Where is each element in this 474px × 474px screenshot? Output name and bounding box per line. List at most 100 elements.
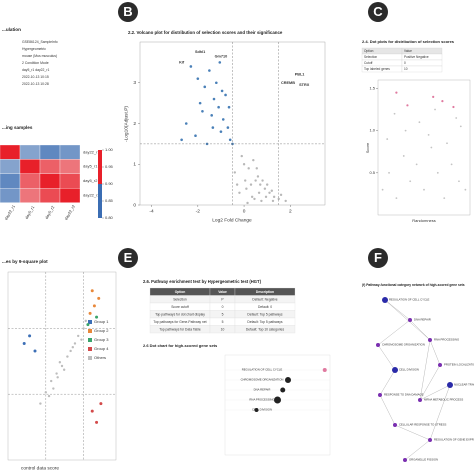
heatmap-cell (59, 173, 81, 189)
control-text: Positive Negative (404, 55, 429, 59)
legend-swatch (88, 347, 92, 351)
dot (280, 387, 286, 393)
point (22, 341, 26, 345)
gene-label: Kif (179, 60, 185, 64)
panel-letter-badge (118, 2, 138, 22)
point (432, 95, 435, 98)
point (198, 101, 202, 105)
heatmap-cell (19, 188, 41, 203)
point (194, 134, 197, 138)
plot-frame (224, 354, 331, 456)
col-label: day22_r1 (3, 203, 16, 221)
point (69, 349, 72, 353)
point (82, 327, 85, 330)
point (90, 289, 94, 293)
point (62, 368, 66, 371)
node-label: RESPONSE TO DNA DAMAGE (384, 393, 424, 397)
term-label: DNA REPAIR (254, 388, 271, 392)
heatmap-cell (19, 159, 41, 174)
term-label: CELL DIVISION (252, 408, 272, 412)
panel-letter: B (123, 4, 132, 19)
edge (379, 394, 396, 426)
edge (419, 364, 441, 401)
point (55, 372, 58, 375)
point (203, 85, 207, 89)
col-label: day5_r1 (24, 204, 36, 220)
point (97, 296, 101, 300)
heatmap-cell (59, 188, 81, 203)
x-axis-label: Log2 Fold Change (212, 217, 252, 223)
point (450, 163, 453, 166)
table-text: Score cutoff (171, 305, 189, 309)
y-tick-label: 1 (133, 162, 136, 168)
point (441, 99, 444, 103)
point (388, 171, 390, 174)
edge (384, 299, 411, 321)
point (395, 197, 398, 200)
gene-label: CREMB (281, 81, 295, 85)
x-tick-label: 2 (289, 208, 292, 214)
point (184, 122, 188, 125)
gene-label: STRX (299, 83, 310, 87)
table-text: 5 (222, 312, 224, 316)
row-label: day22_r2 (83, 192, 100, 197)
point (252, 158, 255, 162)
point (50, 379, 53, 383)
term-label: CHROMOSOME ORGANIZATION (241, 378, 284, 382)
point (268, 191, 271, 194)
scale-label: 0.90 (105, 181, 114, 186)
point (259, 183, 262, 186)
table-text: Value (218, 290, 227, 294)
table-text: Default: Top 10 categories (246, 327, 285, 331)
point (228, 138, 232, 142)
point (458, 180, 460, 183)
table-text: Top pathways for Gene-Pathway net (153, 320, 206, 324)
control-text: Value (404, 49, 412, 53)
point (272, 195, 276, 199)
col-label: day22_r2 (63, 203, 76, 221)
node (382, 297, 388, 303)
plot-frame (7, 271, 117, 461)
legend-swatch (88, 320, 92, 324)
node (403, 458, 407, 462)
point (404, 129, 407, 132)
point (224, 93, 227, 97)
legend-label: Group 1 (94, 319, 109, 324)
row-label: day5_r1 (83, 164, 98, 169)
legend-label: Group 2 (94, 328, 109, 333)
node (438, 363, 442, 367)
node-label: CHROMOSOME ORGANIZATION (382, 343, 425, 347)
table-text: 5 (222, 320, 224, 324)
edge (404, 439, 431, 461)
info-line: day5_r1 day22_r1 (22, 68, 49, 72)
point (52, 387, 55, 390)
info-line: 2022-10-13 10:15 (22, 75, 49, 79)
legend-label: Group 3 (94, 337, 109, 342)
term-label: REGULATION OF CELL CYCLE (242, 368, 283, 372)
table-text: Option (175, 290, 186, 294)
panel-letter-badge (368, 2, 388, 22)
panel-letter: C (373, 4, 383, 19)
node (428, 338, 432, 342)
point (86, 323, 90, 327)
node-label: ORGANELLE FISSION (409, 458, 438, 462)
y-axis-label: Score (365, 142, 370, 153)
table-text: Top pathways for Data Table (159, 327, 201, 331)
scale-bar-lo (98, 184, 102, 218)
legend-swatch (88, 329, 92, 333)
panel-title: 2.6. Pathway enrichment test by Hypergeo… (143, 279, 262, 284)
y-tick-label: 3 (133, 80, 136, 86)
heatmap-cell (0, 159, 21, 174)
point (409, 180, 412, 183)
table-text: Default: Negative (252, 297, 277, 301)
node (428, 438, 432, 442)
dot (285, 377, 291, 383)
point (434, 108, 436, 111)
legend-swatch (88, 338, 92, 342)
point (47, 394, 51, 398)
x-tick-label: -2 (196, 208, 201, 214)
point (92, 304, 96, 308)
point (270, 189, 274, 192)
point (427, 133, 430, 136)
